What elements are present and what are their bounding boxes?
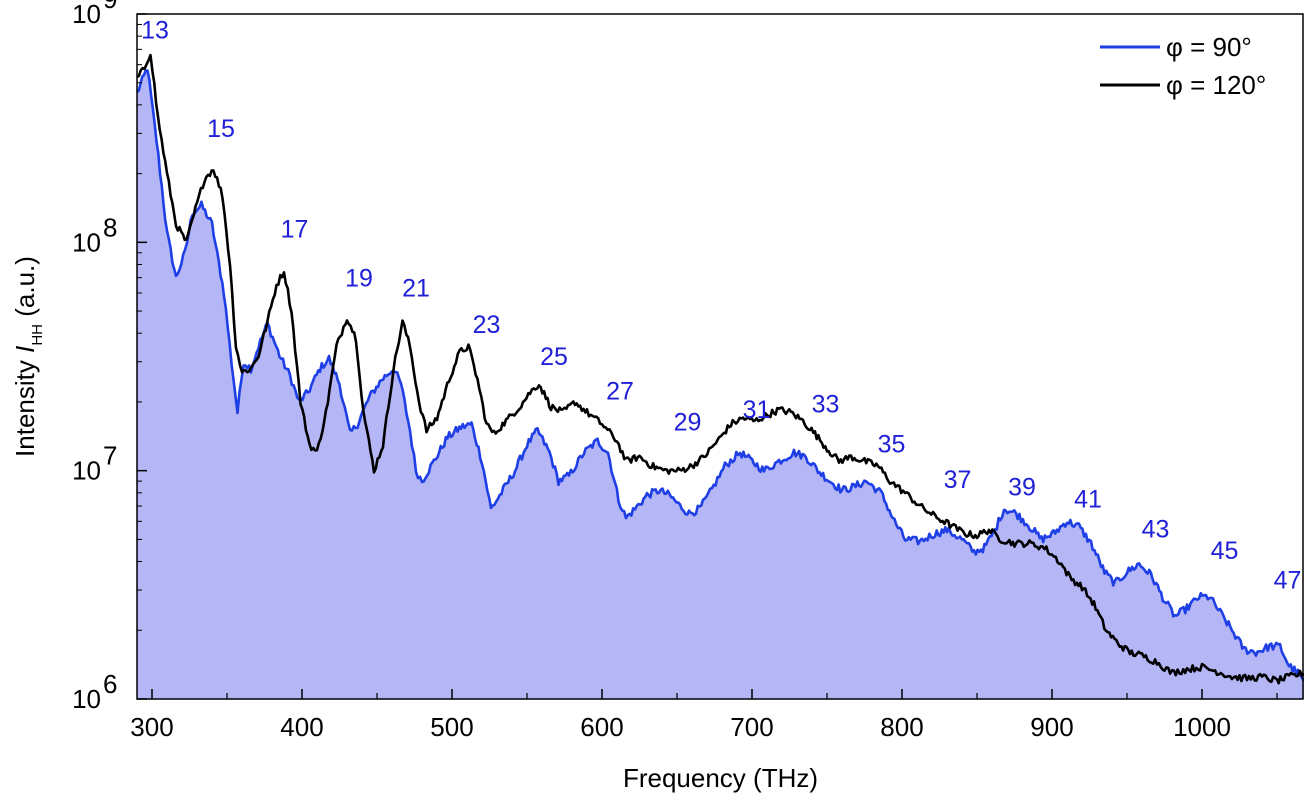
x-tick-label: 900 — [1030, 712, 1073, 742]
harmonic-label: 25 — [540, 343, 568, 371]
x-tick-label: 300 — [130, 712, 173, 742]
plot-frame — [136, 13, 1304, 700]
harmonic-label: 17 — [281, 215, 309, 243]
y-tick-exponent: 8 — [103, 212, 117, 242]
x-tick-label: 400 — [280, 712, 323, 742]
y-tick-label: 10 — [72, 227, 101, 257]
harmonic-label: 19 — [345, 265, 373, 293]
harmonic-label: 47 — [1274, 566, 1302, 594]
harmonic-label: 37 — [944, 466, 972, 494]
harmonic-order-labels: 13 15 17 19 21 23 25 27 29 31 33 35 37 39 41 43 45 47 — [141, 17, 1301, 595]
x-tick-label: 600 — [580, 712, 623, 742]
harmonic-label: 33 — [812, 390, 840, 418]
y-axis-ticks: 106107108109 — [72, 0, 147, 714]
x-tick-label: 700 — [730, 712, 773, 742]
y-tick-label: 10 — [72, 684, 101, 714]
x-axis-ticks: 300 400 500 600 700 800 900 1000 — [130, 689, 1278, 742]
y-tick-exponent: 6 — [103, 669, 117, 699]
harmonic-label: 35 — [878, 431, 906, 459]
harmonic-label: 31 — [743, 396, 771, 424]
series-line-phi120 — [137, 53, 1304, 685]
y-axis-title: Intensity IHH (a.u.) — [10, 256, 46, 457]
y-axis-title-suffix: (a.u.) — [10, 256, 40, 324]
y-tick-label: 10 — [72, 0, 101, 29]
harmonic-label: 29 — [674, 408, 702, 436]
y-tick-exponent: 7 — [103, 441, 117, 471]
series-line-phi90 — [137, 69, 1304, 682]
harmonic-label: 45 — [1211, 537, 1239, 565]
harmonic-label: 41 — [1074, 485, 1102, 513]
harmonic-label: 23 — [473, 311, 501, 339]
x-tick-label: 500 — [430, 712, 473, 742]
harmonic-label: 39 — [1008, 473, 1036, 501]
x-tick-label: 1000 — [1173, 712, 1231, 742]
y-tick-label: 10 — [72, 456, 101, 486]
legend-label-phi120: φ = 120° — [1166, 70, 1266, 100]
y-axis-title-prefix: Intensity — [10, 353, 40, 457]
x-axis-title: Frequency (THz) — [623, 763, 818, 793]
harmonic-label: 43 — [1142, 515, 1170, 543]
y-axis-title-subscript: HH — [29, 324, 46, 346]
harmonic-label: 21 — [402, 274, 430, 302]
harmonic-label: 13 — [141, 17, 169, 45]
y-axis-title-symbol: I — [10, 346, 40, 353]
harmonic-label: 27 — [606, 377, 634, 405]
series-lines-layer — [137, 53, 1304, 685]
legend: φ = 90° φ = 120° — [1100, 32, 1266, 100]
harmonic-label: 15 — [207, 115, 235, 143]
y-tick-exponent: 9 — [103, 0, 117, 14]
legend-label-phi90: φ = 90° — [1166, 32, 1252, 62]
x-tick-label: 800 — [880, 712, 923, 742]
